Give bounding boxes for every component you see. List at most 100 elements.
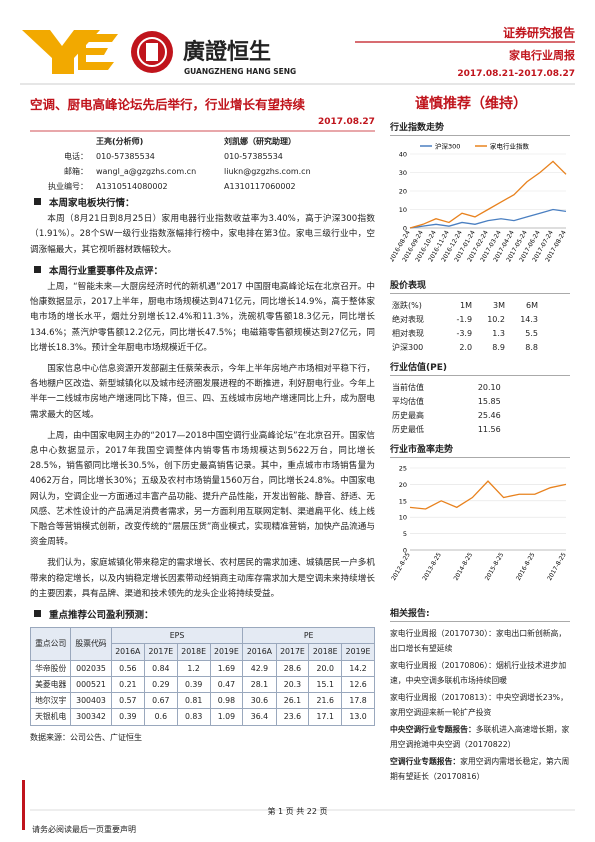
table-row: 地尔汉宇 300403 0.57 0.67 0.81 0.98 30.6 26.1 21.6 17… [29, 692, 375, 710]
table-row: 天银机电 300342 0.39 0.6 0.83 1.09 36.4 23.6 17.1 13.… [29, 708, 375, 726]
disclaimer: 请务必阅读最后一页重要声明 [32, 825, 136, 834]
table-cell: 30.6 [242, 692, 277, 710]
table-row: 历史最低 11.56 [390, 422, 540, 436]
y-tick-label: 30 [399, 169, 407, 177]
table-cell: 绝对表现 [392, 314, 424, 324]
page-number: 第 1 页 共 22 页 [267, 807, 328, 816]
analyst-row: 邮箱： wangl_a@gzgzhs.com.cn liukn@gzgzhs.com… [30, 164, 375, 179]
table-cell: 0.21 [110, 675, 145, 694]
table-cell: 28.1 [242, 675, 277, 694]
table-cell: 002035 [70, 659, 112, 677]
table-row: 平均估值 15.85 [390, 394, 540, 408]
table-cell: 美菱电器 [29, 675, 72, 694]
analyst-label: 执业编号： [48, 182, 88, 191]
y-tick-label: 0 [403, 547, 407, 555]
header-right: 证券研究报告 家电行业周报 2017.08.21-2017.08.27 [380, 24, 575, 79]
y-tick-label: 10 [399, 514, 407, 522]
year-cell: 2017E [143, 643, 178, 661]
header-cell: 3M [493, 300, 506, 310]
analyst-license: A1310514080002 [96, 182, 168, 191]
section-heading: 重点推荐公司盈利预测： [30, 608, 375, 623]
y-tick-label: 0 [403, 225, 407, 233]
y-tick-label: 15 [399, 497, 407, 505]
table-cell: 20.10 [477, 382, 501, 392]
sidebar: 行业指数走势 0 10 20 30 40 2016-08-24 2016-09-24 2016-… [388, 114, 570, 786]
side-heading: 相关报告: [390, 606, 570, 622]
year-cell: 2019E [209, 643, 244, 661]
table-cell: 0.67 [143, 692, 178, 710]
paragraph: 国家信息中心信息资源开发部副主任蔡荣表示，今年上半年房地产市场相对平稳下行，各地… [30, 364, 375, 420]
table-cell: 21.6 [308, 692, 343, 710]
related-text: 家用空调内需增长稳定，第六周期有望延长（20170816） [390, 757, 570, 781]
analyst-label: 邮箱： [64, 167, 88, 176]
table-cell: 5.5 [525, 328, 538, 338]
table-cell: 11.56 [477, 424, 501, 434]
table-cell: 历史最低 [392, 424, 424, 434]
analyst-phone: 010-57385534 [224, 152, 283, 161]
table-cell: 1.09 [209, 708, 244, 726]
performance-table: 涨跌(%) 1M 3M 6M 绝对表现 -1.9 10.2 14.3 相对表现 -3.9 1.3 5.… [390, 298, 540, 354]
y-tick-label: 20 [399, 188, 407, 196]
table-cell: 14.2 [341, 659, 375, 677]
series-line [409, 208, 567, 229]
table-cell: 28.6 [275, 659, 310, 677]
x-tick-label: 2012-8-25 [390, 551, 412, 582]
table-cell: 36.4 [242, 708, 277, 726]
paragraph: 上周，由中国家电网主办的“2017—2018中国空调行业高峰论坛”在北京召开。国… [30, 430, 375, 548]
table-cell: 13.0 [341, 708, 375, 726]
legend-label: 家电行业指数 [490, 142, 530, 151]
table-cell: 1.3 [492, 328, 506, 338]
series-line [409, 160, 567, 229]
section-heading: 本周行业重要事件及点评： [30, 264, 375, 279]
analysts: 王亮(分析师) 刘凯娜（研究助理） 电话： 010-57385534 010-57385… [30, 134, 375, 194]
series-line [409, 480, 567, 510]
logo-name: 廣證恒生 [183, 39, 271, 65]
table-header: 重点公司 股票代码 EPS PE [29, 627, 375, 661]
related-lead: 空调行业专题报告： [390, 757, 461, 766]
related-lead: 家电行业周报（20170813）： [390, 693, 496, 702]
table-cell: 42.9 [242, 659, 277, 677]
table-row: 当前估值 20.10 [390, 380, 540, 394]
header-cell: 1M [460, 300, 473, 310]
source-note: 数据来源：公司公告、广证恒生 [30, 732, 142, 742]
table-row: 绝对表现 -1.9 10.2 14.3 [390, 312, 540, 326]
table-cell: 0.81 [176, 692, 211, 710]
side-heading: 行业指数走势 [390, 120, 570, 136]
report-name: 家电行业周报 [509, 49, 575, 62]
table-row: 华帝股份 002035 0.56 0.84 1.2 1.69 42.9 28.6 20.0 14.… [29, 659, 375, 677]
table-cell: 0.84 [143, 659, 178, 677]
table-cell: 15.85 [477, 396, 501, 406]
header-cell: PE [242, 627, 375, 645]
rating: 谨慎推荐（维持） [415, 96, 527, 112]
report-date: 2017.08.27 [318, 117, 375, 127]
x-tick-label: 2015-8-25 [484, 551, 506, 582]
related-text: 多联机进入高速增长期，家用空调抢滩中央空调（20170822） [390, 725, 570, 749]
analyst-row: 王亮(分析师) 刘凯娜（研究助理） [30, 134, 375, 149]
table-cell: 0.39 [176, 675, 211, 694]
analyst-phone: 010-57385534 [96, 152, 155, 161]
table-cell: 15.1 [308, 675, 343, 694]
paragraph: 上周，“智能未来—大厨房经济时代的新机遇”2017 中国厨电高峰论坛在北京召开。… [30, 282, 375, 353]
header-cell: 6M [526, 300, 538, 310]
table-cell: 0.29 [143, 675, 178, 694]
year-cell: 2017E [275, 643, 310, 661]
table-row: 历史最高 25.46 [390, 408, 540, 422]
table-cell: 华帝股份 [29, 659, 72, 677]
related-report: 家电行业周报（20170730）：家电出口新创新高，出口增长有望延续 [390, 626, 570, 656]
mini-chart: 0 5 10 15 20 25 2012-8-25 2013-8-25 2014-8-25 201… [390, 465, 568, 582]
table-cell: 14.3 [520, 314, 538, 324]
report-type: 证券研究报告 [502, 26, 575, 40]
body: 本周家电板块行情： 本周（8月21日到8月25日）家用电器行业指数收益率为3.40… [29, 194, 375, 745]
table-cell: 0.56 [110, 659, 145, 677]
side-heading: 股价表现 [390, 278, 570, 294]
logo-shape [78, 34, 118, 70]
table-cell: 20.0 [308, 659, 343, 677]
related-report: 空调行业专题报告：家用空调内需增长稳定，第六周期有望延长（20170816） [390, 754, 570, 784]
y-tick-label: 40 [399, 151, 407, 159]
table-cell: 0.83 [176, 708, 211, 726]
table-cell: -3.9 [456, 328, 473, 338]
y-tick-label: 10 [399, 206, 407, 214]
valuation-table: 当前估值 20.10 平均估值 15.85 历史最高 25.46 历史最低 11.56 [390, 380, 540, 436]
x-tick-label: 2014-8-25 [453, 551, 475, 582]
